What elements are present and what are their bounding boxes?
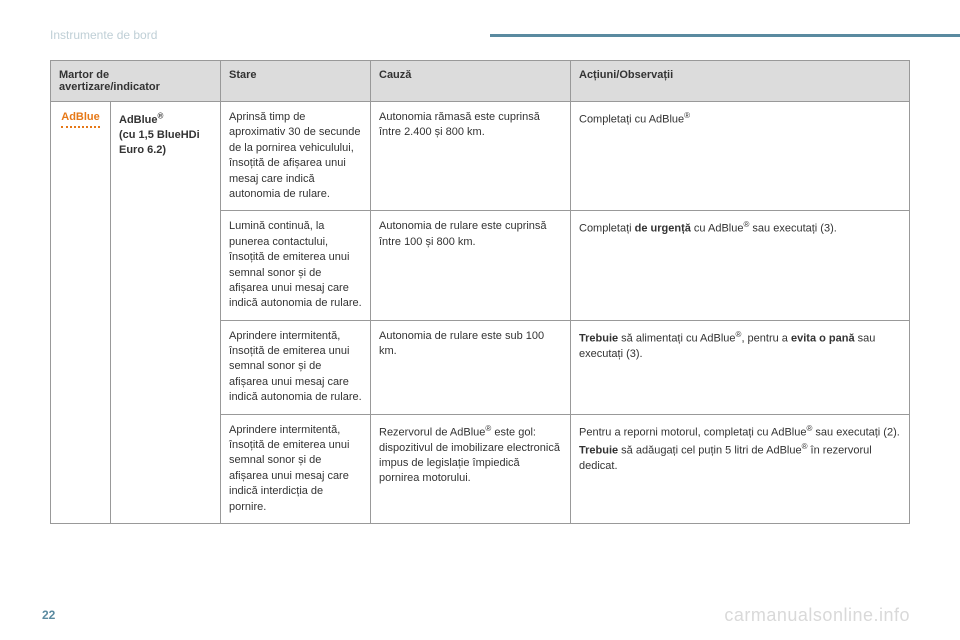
actions-text: Pentru a reporni motorul, completați cu …: [579, 426, 806, 438]
indicator-name-cell: AdBlue® (cu 1,5 BlueHDi Euro 6.2): [111, 102, 221, 524]
header-indicator: Martor de avertizare/indicator: [51, 61, 221, 102]
state-cell: Aprinsă timp de aproximativ 30 de secund…: [221, 102, 371, 211]
warning-table: Martor de avertizare/indicator Stare Cau…: [50, 60, 910, 524]
header-accent-line: [490, 34, 960, 37]
indicator-name: AdBlue: [119, 114, 158, 126]
state-cell: Aprindere intermitentă, însoțită de emit…: [221, 320, 371, 414]
page-number: 22: [42, 608, 55, 622]
header-actions: Acțiuni/Observații: [571, 61, 910, 102]
cause-text: Rezervorul de AdBlue: [379, 426, 485, 438]
actions-text: Completați: [579, 223, 635, 235]
actions-cell: Pentru a reporni motorul, completați cu …: [571, 414, 910, 523]
table-header-row: Martor de avertizare/indicator Stare Cau…: [51, 61, 910, 102]
watermark: carmanualsonline.info: [724, 605, 910, 626]
header-cause: Cauză: [371, 61, 571, 102]
indicator-subname: (cu 1,5 BlueHDi Euro 6.2): [119, 129, 200, 156]
actions-bold: Trebuie: [579, 444, 618, 456]
actions-text: cu AdBlue: [691, 223, 744, 235]
actions-cell: Completați cu AdBlue®: [571, 102, 910, 211]
actions-text: să alimentați cu AdBlue: [618, 332, 735, 344]
cause-cell: Autonomia rămasă este cuprinsă între 2.4…: [371, 102, 571, 211]
actions-bold: de urgență: [635, 223, 691, 235]
header-state: Stare: [221, 61, 371, 102]
cause-cell: Autonomia de rulare este sub 100 km.: [371, 320, 571, 414]
actions-cell: Completați de urgență cu AdBlue® sau exe…: [571, 211, 910, 320]
actions-bold: Trebuie: [579, 332, 618, 344]
adblue-icon: AdBlue: [61, 110, 100, 128]
actions-text: să adăugați cel puțin 5 litri de AdBlue: [618, 444, 801, 456]
reg-mark: ®: [684, 111, 690, 120]
state-cell: Aprindere intermitentă, însoțită de emit…: [221, 414, 371, 523]
actions-cell: Trebuie să alimentați cu AdBlue®, pentru…: [571, 320, 910, 414]
actions-text: Completați cu AdBlue: [579, 114, 684, 126]
table-row: AdBlue AdBlue® (cu 1,5 BlueHDi Euro 6.2)…: [51, 102, 910, 211]
section-title: Instrumente de bord: [50, 28, 157, 42]
state-cell: Lumină continuă, la punerea contactului,…: [221, 211, 371, 320]
actions-text: sau executați (3).: [749, 223, 836, 235]
actions-text: , pentru a: [741, 332, 791, 344]
actions-text: sau executați (2).: [812, 426, 899, 438]
cause-cell: Rezervorul de AdBlue® este gol: dispozit…: [371, 414, 571, 523]
cause-cell: Autonomia de rulare este cuprinsă între …: [371, 211, 571, 320]
actions-bold: evita o pană: [791, 332, 855, 344]
indicator-icon-cell: AdBlue: [51, 102, 111, 524]
reg-mark: ®: [158, 111, 164, 120]
